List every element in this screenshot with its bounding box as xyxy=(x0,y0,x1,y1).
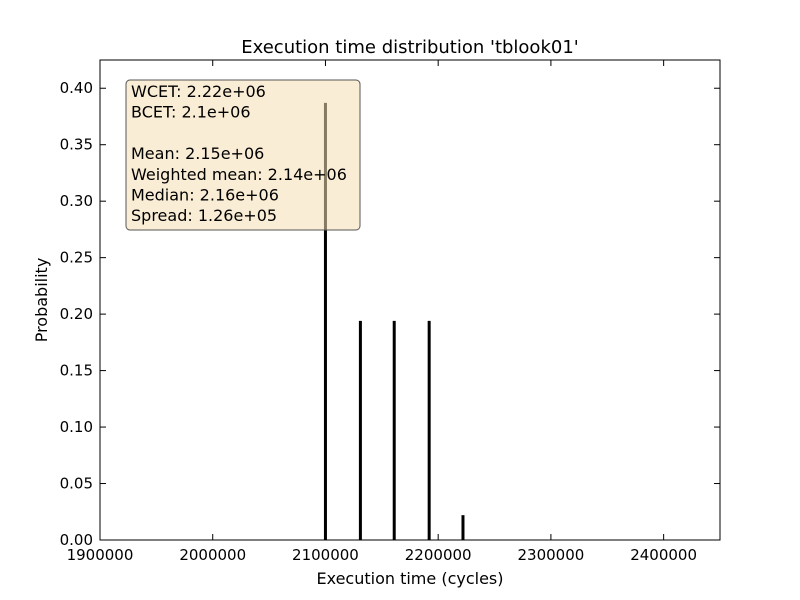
x-tick-label: 2100000 xyxy=(292,546,359,564)
x-tick-label: 2000000 xyxy=(179,546,246,564)
stats-line: Mean: 2.15e+06 xyxy=(131,144,264,163)
x-axis-label: Execution time (cycles) xyxy=(316,569,503,588)
x-tick-label: 2400000 xyxy=(630,546,697,564)
y-tick-label: 0.35 xyxy=(60,136,93,154)
x-tick-label: 2300000 xyxy=(518,546,585,564)
y-tick-label: 0.40 xyxy=(60,79,93,97)
stats-box-background xyxy=(125,79,361,231)
x-tick-label: 1900000 xyxy=(67,546,134,564)
y-axis-label: Probability xyxy=(32,258,51,343)
chart-title: Execution time distribution 'tblook01' xyxy=(241,37,578,58)
stats-line: Weighted mean: 2.14e+06 xyxy=(131,165,347,184)
y-tick-label: 0.05 xyxy=(60,475,93,493)
stats-line: WCET: 2.22e+06 xyxy=(131,82,266,101)
stats-line: Median: 2.16e+06 xyxy=(131,186,279,205)
stats-line: Spread: 1.26e+05 xyxy=(131,206,277,225)
x-tick-label: 2200000 xyxy=(405,546,472,564)
y-tick-label: 0.10 xyxy=(60,418,93,436)
stats-box: WCET: 2.22e+06 BCET: 2.1e+06 Mean: 2.15e+0… xyxy=(125,79,361,231)
y-tick-label: 0.15 xyxy=(60,362,93,380)
y-tick-label: 0.25 xyxy=(60,249,93,267)
y-tick-label: 0.00 xyxy=(60,531,93,549)
x-axis: 1900000 2000000 2100000 2200000 2300000 24000… xyxy=(67,60,697,564)
y-axis: 0.00 0.05 0.10 0.15 0.20 0.25 0.30 0.35 0.40 xyxy=(60,79,720,549)
plot-frame xyxy=(99,59,721,541)
stats-line: BCET: 2.1e+06 xyxy=(131,103,251,122)
y-tick-label: 0.30 xyxy=(60,192,93,210)
y-tick-label: 0.20 xyxy=(60,305,93,323)
